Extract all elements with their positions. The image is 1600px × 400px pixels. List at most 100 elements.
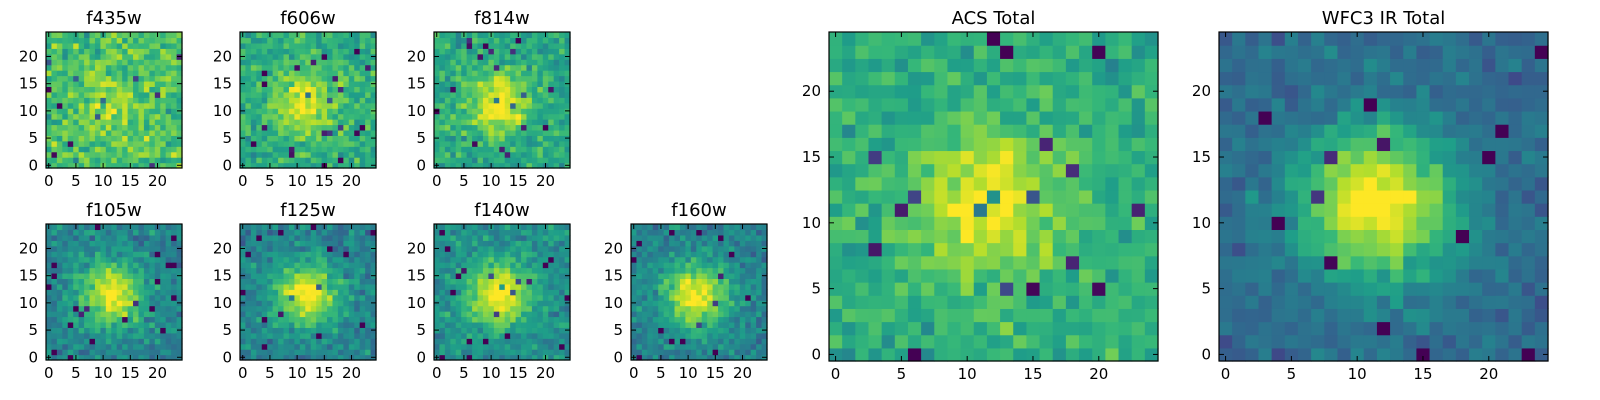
heatmap-cell bbox=[332, 70, 339, 77]
heatmap-cell bbox=[482, 113, 489, 120]
heatmap-cell bbox=[641, 311, 648, 318]
heatmap-cell bbox=[537, 262, 544, 269]
heatmap-cell bbox=[450, 59, 457, 66]
heatmap-cell bbox=[240, 332, 247, 339]
heatmap-cell bbox=[160, 146, 167, 153]
heatmap-cell bbox=[171, 305, 178, 312]
heatmap-cell bbox=[855, 295, 870, 309]
heatmap-cell bbox=[1026, 347, 1041, 362]
heatmap-cell bbox=[149, 272, 156, 279]
heatmap-cell bbox=[84, 70, 91, 77]
heatmap-cell bbox=[504, 102, 511, 109]
heatmap-cell bbox=[690, 262, 697, 269]
heatmap-cell bbox=[256, 283, 263, 290]
heatmap-cell bbox=[439, 91, 446, 98]
heatmap-cell bbox=[46, 146, 53, 153]
heatmap-cell bbox=[305, 53, 312, 60]
heatmap-cell bbox=[154, 294, 161, 301]
heatmap-cell bbox=[526, 234, 533, 241]
heatmap-cell bbox=[267, 251, 274, 258]
heatmap-cell bbox=[696, 245, 703, 252]
heatmap-cell bbox=[62, 300, 69, 307]
heatmap-cell bbox=[652, 289, 659, 296]
heatmap-cell bbox=[84, 300, 91, 307]
heatmap-cell bbox=[143, 135, 150, 142]
heatmap-cell bbox=[272, 224, 279, 231]
heatmap-cell bbox=[316, 37, 323, 44]
heatmap-cell bbox=[466, 338, 473, 345]
heatmap-cell bbox=[636, 343, 643, 350]
heatmap-cell bbox=[89, 289, 96, 296]
heatmap-cell bbox=[116, 97, 123, 104]
heatmap-cell bbox=[327, 272, 334, 279]
heatmap-cell bbox=[679, 229, 686, 236]
heatmap-cell bbox=[488, 283, 495, 290]
heatmap-cell bbox=[1013, 242, 1027, 257]
heatmap-cell bbox=[100, 59, 107, 66]
heatmap-cell bbox=[674, 283, 681, 290]
heatmap-cell bbox=[434, 86, 441, 93]
heatmap-cell bbox=[89, 32, 96, 39]
heatmap-cell bbox=[718, 278, 725, 285]
heatmap-cell bbox=[299, 119, 306, 126]
heatmap-cell bbox=[515, 42, 522, 49]
heatmap-cell bbox=[256, 75, 263, 82]
heatmap-cell bbox=[636, 332, 643, 339]
heatmap-cell bbox=[881, 163, 896, 178]
heatmap-cell bbox=[62, 59, 69, 66]
heatmap-cell bbox=[299, 272, 306, 279]
heatmap-cell bbox=[482, 321, 489, 328]
heatmap-cell bbox=[267, 332, 274, 339]
heatmap-cell bbox=[267, 343, 274, 350]
heatmap-cell bbox=[488, 80, 495, 87]
heatmap-cell bbox=[488, 229, 495, 236]
heatmap-cell bbox=[165, 300, 172, 307]
heatmap-cell bbox=[531, 245, 538, 252]
heatmap-cell bbox=[690, 316, 697, 323]
heatmap-cell bbox=[116, 37, 123, 44]
heatmap-cell bbox=[370, 37, 377, 44]
heatmap-cell bbox=[250, 229, 257, 236]
heatmap-cell bbox=[466, 332, 473, 339]
heatmap-cell bbox=[934, 176, 949, 191]
heatmap-cell bbox=[455, 91, 462, 98]
heatmap-cell bbox=[283, 245, 290, 252]
heatmap-cell bbox=[439, 162, 446, 169]
heatmap-cell bbox=[316, 129, 323, 136]
heatmap-cell bbox=[94, 86, 101, 93]
heatmap-cell bbox=[299, 97, 306, 104]
heatmap-cell bbox=[310, 245, 317, 252]
heatmap-cell bbox=[674, 262, 681, 269]
heatmap-cell bbox=[84, 278, 91, 285]
heatmap-cell bbox=[542, 245, 549, 252]
heatmap-cell bbox=[515, 97, 522, 104]
heatmap-cell bbox=[756, 283, 763, 290]
heatmap-cell bbox=[299, 108, 306, 115]
heatmap-cell bbox=[67, 349, 74, 356]
heatmap-cell bbox=[728, 332, 735, 339]
heatmap-cell bbox=[127, 37, 134, 44]
heatmap-cell bbox=[477, 53, 484, 60]
heatmap-cell bbox=[149, 108, 156, 115]
heatmap-cell bbox=[171, 129, 178, 136]
heatmap-cell bbox=[739, 245, 746, 252]
heatmap-cell bbox=[143, 97, 150, 104]
heatmap-cell bbox=[94, 64, 101, 71]
heatmap-cell bbox=[712, 343, 719, 350]
heatmap-cell bbox=[84, 354, 91, 361]
heatmap-cell bbox=[337, 140, 344, 147]
heatmap-cell bbox=[636, 289, 643, 296]
heatmap-cell bbox=[62, 42, 69, 49]
heatmap-cell bbox=[133, 240, 140, 247]
heatmap-cell bbox=[515, 91, 522, 98]
heatmap-cell bbox=[327, 32, 334, 39]
heatmap-cell bbox=[564, 37, 571, 44]
heatmap-cell bbox=[718, 332, 725, 339]
heatmap-cell bbox=[466, 135, 473, 142]
heatmap-cell bbox=[548, 124, 555, 131]
heatmap-cell bbox=[973, 216, 988, 230]
heatmap-cell bbox=[133, 300, 140, 307]
heatmap-cell bbox=[559, 349, 566, 356]
heatmap-cell bbox=[564, 240, 571, 247]
heatmap-cell bbox=[299, 316, 306, 323]
